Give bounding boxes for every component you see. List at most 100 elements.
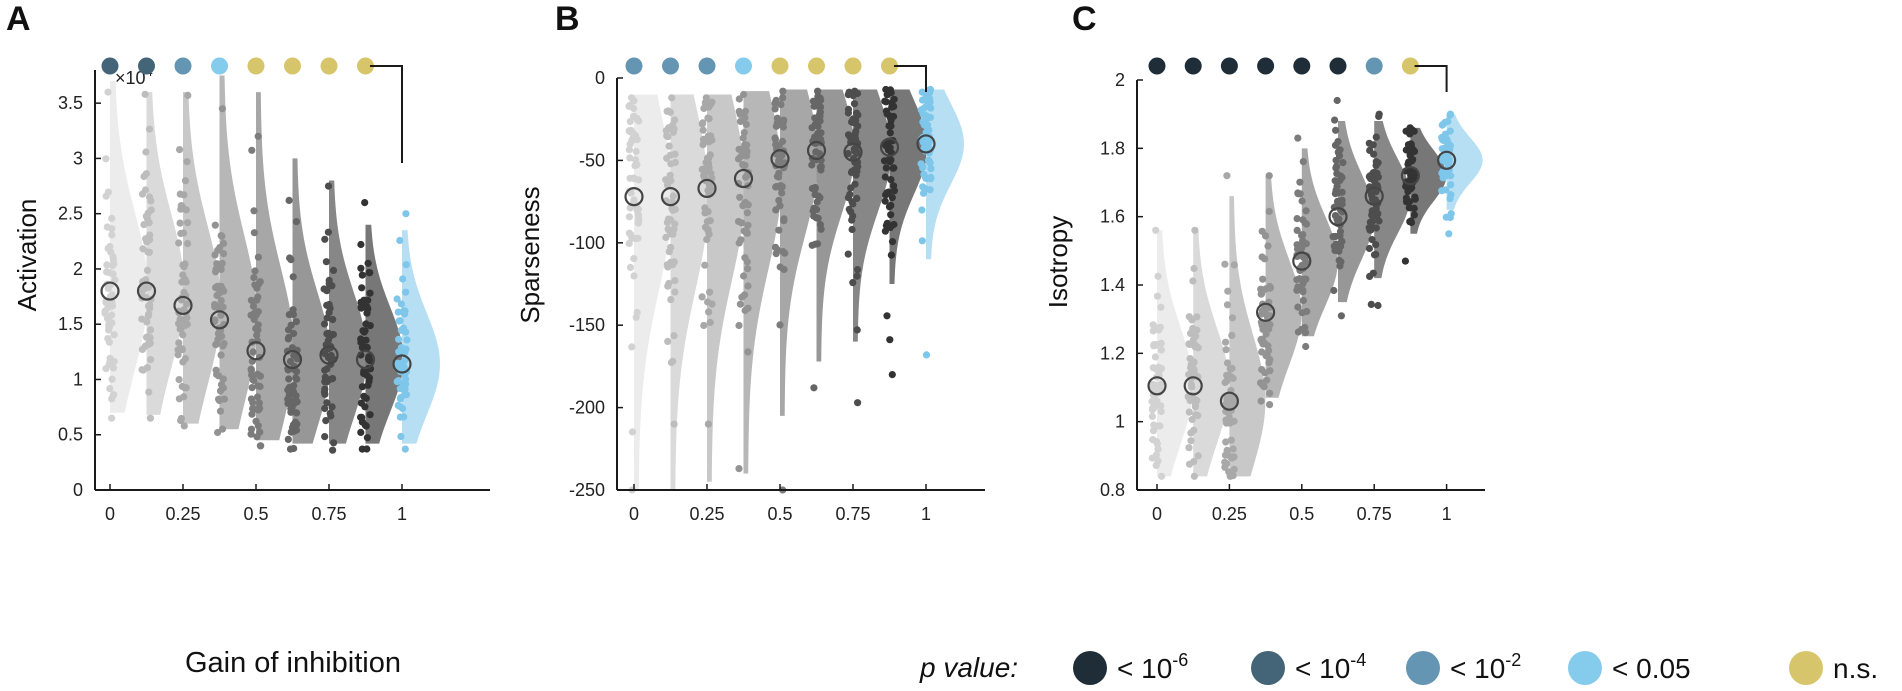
data-point [1194,452,1202,460]
data-point [808,161,816,169]
data-point [626,117,634,126]
data-point [776,153,784,161]
legend-label-lt0.05: < 0.05 [1612,653,1691,684]
violin-6 [1338,121,1374,303]
data-point [1225,451,1233,459]
data-point [250,274,258,282]
data-point [853,272,861,280]
data-point [1188,415,1196,424]
data-point [704,420,713,428]
data-point [330,439,338,447]
data-point [1366,218,1374,226]
data-point [744,304,752,312]
y-tick-label: -150 [569,315,605,335]
mean-marker [916,134,936,154]
data-point [743,209,752,217]
data-point [329,266,338,274]
significance-dot [211,57,228,75]
data-point [627,126,635,134]
data-point [108,214,116,222]
data-point [773,172,782,180]
panel-label: A [6,0,31,38]
data-point [1265,207,1273,215]
data-point [292,426,301,434]
data-point [771,134,779,142]
data-point [105,326,113,334]
data-point [1266,401,1274,409]
mean-marker [100,281,120,301]
data-point [289,273,297,281]
data-point [780,116,788,124]
data-point [177,414,185,423]
data-point [213,282,222,290]
data-point [670,420,678,428]
data-point [184,219,192,227]
data-point [1367,300,1375,308]
data-point [1152,365,1161,374]
data-point [145,310,153,318]
significance-dot [101,57,119,75]
data-point [817,103,825,111]
data-point [326,281,334,290]
data-point [1224,287,1232,295]
data-point [1190,458,1198,466]
data-point [1445,158,1453,166]
data-point [1299,231,1307,239]
data-point [1149,380,1157,388]
data-point [736,117,745,125]
legend-label-text: < 10 [1295,653,1350,684]
data-point [854,163,862,171]
data-point [178,346,186,354]
data-point [1192,398,1200,406]
data-point [1230,261,1238,269]
violin-8 [365,224,404,444]
data-point [1265,347,1273,355]
data-point [284,335,292,343]
data-point [289,311,297,319]
violin-4 [1265,175,1302,398]
data-point [628,428,637,436]
data-point [220,395,228,403]
data-point [215,372,223,380]
data-point [249,399,257,407]
data-point [1185,340,1193,348]
legend-label-text: < 10 [1117,653,1172,684]
data-point [324,228,332,236]
data-point [1263,376,1271,384]
data-point [291,396,299,405]
data-point [927,165,935,173]
data-point [1446,111,1454,119]
data-point [1157,407,1165,416]
data-point [698,293,706,301]
data-point [145,248,153,256]
legend-title-text: p value: [919,652,1018,683]
data-point [360,328,368,336]
data-point [739,134,747,142]
violin-1 [634,94,672,490]
data-point [1228,314,1237,322]
data-point [403,336,411,344]
data-point [108,311,116,319]
data-point [1266,389,1274,397]
data-point [703,235,711,244]
y-tick-label: 2.5 [58,204,83,224]
data-point [744,221,752,229]
data-point [1151,353,1159,361]
data-point [1150,421,1158,429]
data-point [890,112,898,121]
data-point [882,164,890,172]
x-tick-label: 0.75 [1357,504,1392,524]
data-point [1293,215,1301,223]
data-point [287,321,295,329]
data-point [357,338,365,347]
data-point [180,288,188,296]
data-point [106,269,114,277]
data-point [704,298,712,306]
data-point [218,425,227,433]
data-point [290,329,298,338]
mean-marker [319,345,339,365]
data-point [919,164,927,172]
data-point [919,110,927,118]
data-point [108,291,116,299]
data-point [1192,342,1200,350]
